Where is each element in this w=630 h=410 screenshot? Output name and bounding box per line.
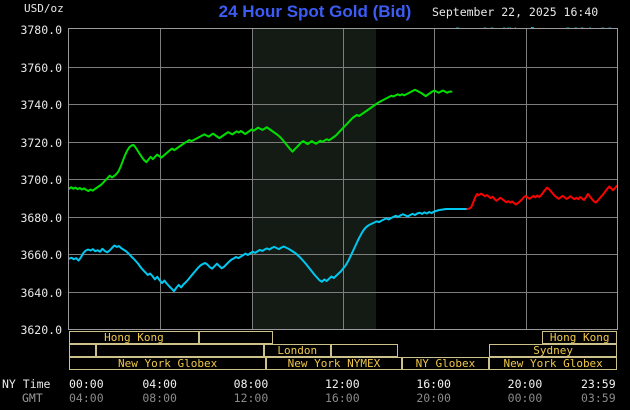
y-axis-unit-label: USD/oz bbox=[24, 2, 64, 15]
x-axis-ny-tick-label: 16:00 bbox=[416, 377, 451, 391]
gridline-vertical bbox=[343, 29, 344, 329]
price-series-svg bbox=[69, 88, 617, 293]
chart-canvas bbox=[69, 29, 617, 329]
session-bar-london-late bbox=[330, 344, 398, 357]
series-line-sep-19-ny-close bbox=[69, 208, 469, 293]
ny-time-axis-tag: NY Time bbox=[2, 377, 51, 391]
x-axis-gmt-tick-label: 08:00 bbox=[142, 391, 177, 405]
x-axis-gmt-tick-label: 03:59 bbox=[581, 391, 616, 405]
x-axis-ny-tick-label: 00:00 bbox=[69, 377, 104, 391]
x-axis-ny-tick-label: 20:00 bbox=[507, 377, 543, 391]
session-label: New York Globex bbox=[503, 357, 603, 370]
x-axis-gmt-tick-label: 04:00 bbox=[69, 391, 104, 405]
session-label: New York NYMEX bbox=[287, 357, 381, 370]
y-axis-tick-label: 3720.0 bbox=[20, 135, 62, 150]
session-label: New York Globex bbox=[117, 357, 218, 370]
gmt-axis-tag: GMT bbox=[22, 391, 43, 405]
chart-plot-area bbox=[68, 28, 618, 330]
session-label: London bbox=[277, 344, 318, 357]
session-label: NY Globex bbox=[415, 357, 476, 370]
session-label: Hong Kong bbox=[104, 331, 164, 344]
quote-datetime: September 22, 2025 16:40 bbox=[432, 5, 599, 19]
x-axis-gmt-tick-label: 12:00 bbox=[233, 391, 269, 405]
y-axis-tick-label: 3640.0 bbox=[20, 285, 62, 300]
x-axis-gmt-tick-label: 20:00 bbox=[416, 391, 451, 405]
session-bar-tokyo bbox=[96, 344, 264, 357]
x-axis-ny-tick-label: 23:59 bbox=[581, 377, 616, 391]
x-axis-ny-tick-label: 12:00 bbox=[325, 377, 360, 391]
y-axis-tick-label: 3680.0 bbox=[20, 210, 62, 225]
gridline-vertical bbox=[526, 29, 527, 329]
session-bar-sydney bbox=[489, 344, 617, 357]
session-label: Hong Kong bbox=[549, 331, 610, 344]
session-bar-hong-kong-late bbox=[198, 331, 273, 344]
session-bar-new-york-nymex bbox=[266, 357, 402, 370]
series-line-sep-21-sunday bbox=[466, 184, 617, 210]
page-title: 24 Hour Spot Gold (Bid) bbox=[218, 2, 412, 21]
session-bar-hong-kong bbox=[69, 331, 199, 344]
x-axis-gmt-tick-label: 00:00 bbox=[507, 391, 543, 405]
x-axis-ny-tick-label: 08:00 bbox=[233, 377, 269, 391]
gridline-vertical bbox=[160, 29, 161, 329]
series-line-sep-22-last bbox=[69, 88, 453, 192]
session-bar-new-york-globex-2 bbox=[489, 357, 617, 370]
gridline-vertical bbox=[252, 29, 253, 329]
y-axis-tick-label: 3660.0 bbox=[20, 248, 62, 262]
session-bar-sydney-early bbox=[69, 344, 97, 357]
session-bar-new-york-globex bbox=[69, 357, 267, 370]
gridline-vertical bbox=[434, 29, 435, 329]
session-bar-ny-globex bbox=[401, 357, 490, 370]
session-bar-hong-kong-next bbox=[542, 331, 617, 344]
session-label: Sydney bbox=[533, 344, 574, 357]
x-axis-gmt-tick-label: 16:00 bbox=[325, 391, 360, 405]
y-axis-tick-label: 3780.0 bbox=[20, 23, 62, 37]
y-axis-tick-label: 3740.0 bbox=[20, 98, 62, 112]
session-bar-london bbox=[263, 344, 331, 357]
x-axis-ny-tick-label: 04:00 bbox=[142, 377, 177, 391]
y-axis-tick-label: 3700.0 bbox=[20, 173, 62, 187]
y-axis-tick-label: 3620.0 bbox=[20, 323, 62, 337]
y-axis-tick-label: 3760.0 bbox=[20, 60, 62, 75]
